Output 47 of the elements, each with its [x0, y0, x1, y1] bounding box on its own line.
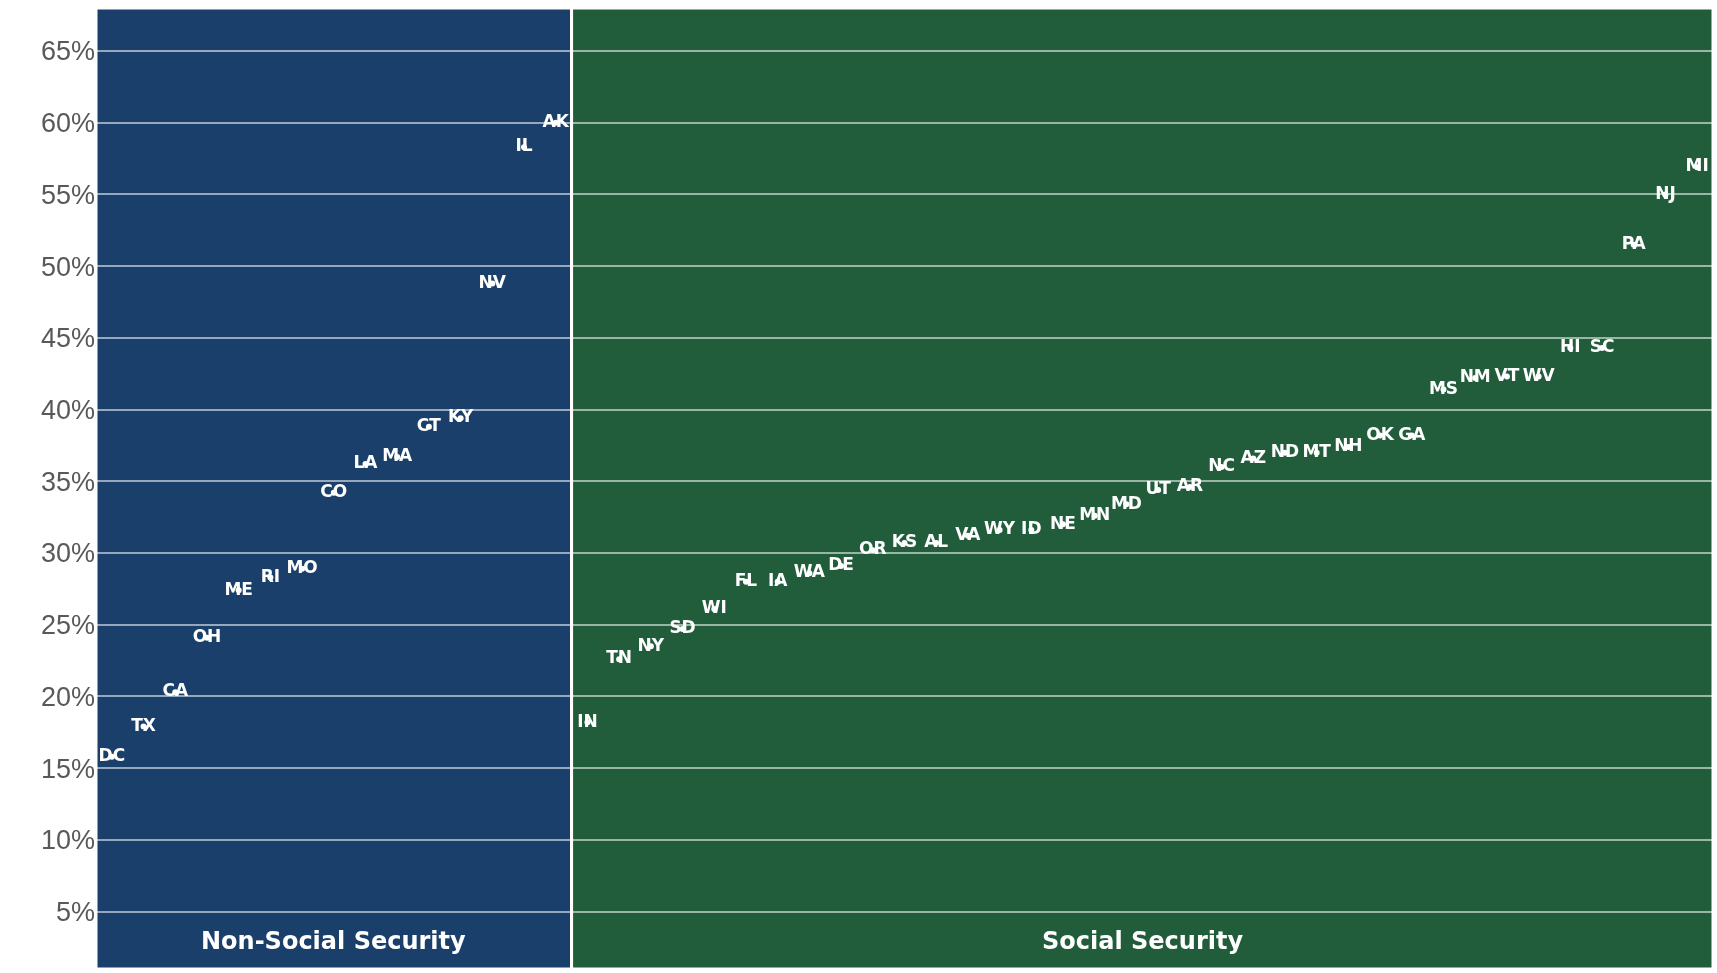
x-tick-label: DC: [98, 744, 126, 765]
y-tick-label: 30%: [40, 538, 95, 569]
x-tick-label: MD: [1110, 492, 1142, 513]
x-tick-label: VT: [1494, 364, 1520, 385]
x-tick-label: OR: [859, 538, 887, 559]
x-tick-label: KY: [447, 406, 475, 427]
y-tick-label: 40%: [40, 395, 95, 426]
x-tick-label: DE: [828, 554, 854, 575]
x-tick-label: SD: [669, 617, 696, 638]
y-tick-label: 20%: [40, 681, 95, 712]
y-tick-label: 45%: [40, 323, 95, 354]
y-tick-label: 50%: [40, 251, 95, 282]
x-tick-label: OK: [1366, 423, 1395, 444]
y-tick-label: 25%: [40, 610, 95, 641]
x-tick-label: PA: [1621, 232, 1647, 253]
band-label: Non-Social Security: [201, 927, 467, 955]
y-tick-label: 5%: [55, 897, 95, 928]
x-tick-label: CA: [162, 680, 189, 701]
y-tick-label: 60%: [40, 108, 95, 139]
x-tick-label: SC: [1589, 336, 1615, 357]
x-tick-label: AZ: [1240, 446, 1266, 467]
x-tick-label: CT: [416, 415, 442, 436]
x-tick-label: AK: [542, 111, 570, 131]
y-tick-label: 55%: [40, 179, 95, 210]
x-tick-label: ND: [1270, 440, 1300, 461]
x-tick-label: NC: [1208, 455, 1235, 476]
y-tick-label: 10%: [40, 825, 95, 856]
y-tick-label: 35%: [40, 466, 95, 497]
band-label: Social Security: [1042, 927, 1244, 955]
x-tick-label: VA: [955, 524, 982, 545]
y-tick-label: 65%: [40, 36, 95, 67]
x-tick-label: MI: [1685, 155, 1709, 176]
y-tick-label: 15%: [40, 753, 95, 784]
x-tick-label: FL: [734, 569, 758, 590]
x-tick-label: OH: [192, 625, 222, 646]
x-tick-label: GA: [1398, 423, 1427, 444]
x-tick-label: NY: [637, 634, 665, 655]
x-tick-label: TX: [131, 714, 156, 735]
x-tick-label: NH: [1334, 435, 1363, 456]
x-tick-label: CO: [320, 481, 348, 502]
x-tick-label: KS: [891, 531, 918, 552]
x-tick-label: NM: [1459, 366, 1491, 387]
x-tick-label: NV: [478, 271, 507, 292]
x-tick-label: UT: [1145, 478, 1172, 499]
x-tick-label: AR: [1176, 475, 1203, 496]
x-tick-label: MN: [1079, 504, 1111, 524]
x-tick-label: MO: [286, 557, 318, 578]
